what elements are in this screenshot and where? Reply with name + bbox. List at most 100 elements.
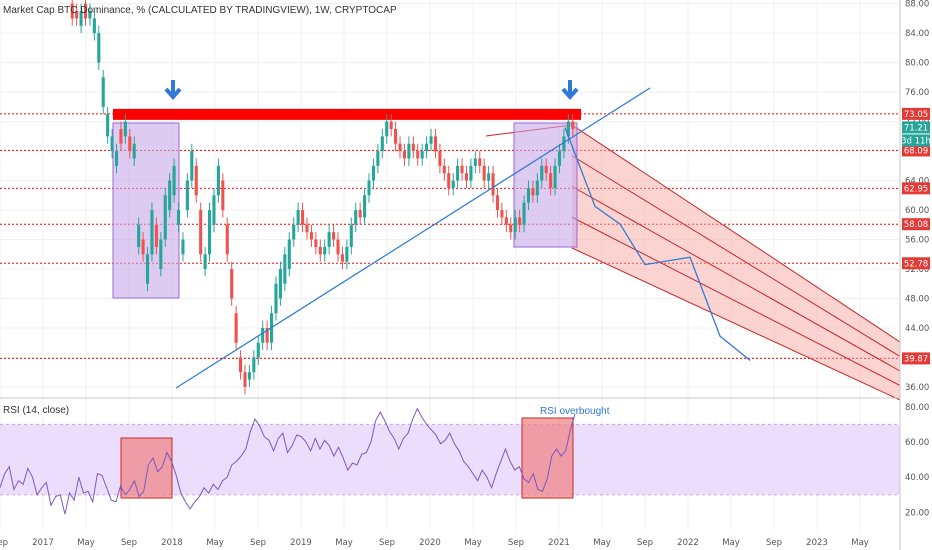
x-tick-label: Sep (766, 538, 782, 548)
x-tick-label: May (77, 538, 95, 548)
candle-body (469, 165, 473, 181)
level-badge-label: 62.95 (904, 184, 928, 194)
candle-body (513, 217, 517, 233)
candle-body (194, 165, 198, 196)
candle-body (168, 180, 172, 211)
candle-body (495, 195, 500, 211)
rsi-axis: 80.00 60.00 40.00 20.00 (905, 403, 929, 519)
candle-body (75, 11, 79, 19)
rsi-tick-label: 60.00 (905, 438, 929, 448)
candlestick-series (70, 0, 575, 395)
candle-body (216, 165, 220, 196)
candle-body (464, 173, 469, 181)
candle-body (128, 136, 132, 152)
candle-body (296, 210, 300, 225)
candle-body (526, 187, 531, 203)
candle-body (340, 254, 344, 262)
rsi-overbought-note: RSI overbought (540, 406, 610, 417)
channel-line (571, 124, 901, 343)
candle-body (314, 239, 318, 247)
candle-body (363, 195, 367, 218)
candle-body (92, 18, 96, 34)
candle-body (451, 180, 455, 188)
candle-body (473, 158, 477, 166)
level-badge (902, 352, 930, 365)
x-tick-label: 2017 (32, 538, 54, 548)
x-tick-label: 2022 (677, 538, 699, 548)
candle-body (141, 239, 145, 255)
x-tick-label: May (851, 538, 869, 548)
candle-body (367, 180, 371, 196)
trendline (175, 87, 651, 389)
candle-body (265, 327, 269, 343)
chart-title: Market Cap BTC Dominance, % (CALCULATED … (3, 5, 397, 16)
candle-body (278, 269, 282, 299)
candle-body (154, 224, 158, 247)
projection-line (564, 127, 751, 361)
candle-body (159, 239, 163, 270)
candle-body (79, 11, 83, 26)
x-tick-label: May (335, 538, 353, 548)
rsi-highlight-box (521, 417, 574, 499)
descending-channel (485, 124, 901, 401)
rsi-highlight-boxes (120, 417, 574, 499)
x-tick-label: 2018 (161, 538, 183, 548)
candle-body (416, 151, 420, 159)
y-tick-label: 88.00 (905, 0, 929, 10)
candle-body (309, 232, 313, 240)
candle-body (509, 224, 513, 233)
y-tick-label: 52.00 (905, 265, 929, 275)
x-tick-label: 2023 (806, 538, 828, 548)
y-tick-label: 44.00 (905, 324, 929, 334)
candle-body (433, 136, 438, 152)
candle-body (482, 165, 486, 181)
candle-body (110, 136, 114, 152)
candle-body (172, 165, 176, 196)
level-badge (902, 182, 930, 195)
candle-body (221, 180, 225, 211)
candle-body (132, 143, 136, 159)
candle-body (394, 128, 398, 144)
arrows (164, 80, 579, 101)
x-tick-label: Sep (379, 538, 395, 548)
y-tick-label: 64.00 (905, 177, 929, 187)
y-tick-label: 36.00 (905, 383, 929, 393)
candle-body (207, 210, 212, 255)
level-badge-label: 73.05 (904, 110, 928, 120)
candle-body (327, 232, 331, 247)
channel-line (571, 155, 901, 357)
candle-body (425, 143, 429, 152)
arrow-head (164, 87, 182, 101)
level-badge (902, 218, 930, 231)
x-tick-label: Sep (250, 538, 266, 548)
candle-body (150, 210, 154, 255)
x-tick-label: Sep (121, 538, 137, 548)
candle-body (199, 210, 203, 255)
rsi-tick-label: 40.00 (905, 473, 929, 483)
candle-body (571, 121, 575, 129)
countdown-badge (902, 134, 930, 147)
level-badge-label: 52.78 (904, 259, 928, 269)
candle-body (83, 3, 88, 19)
x-tick-label: 2019 (290, 538, 312, 548)
x-tick-label: May (722, 538, 740, 548)
candle-body (562, 136, 566, 152)
candle-body (252, 357, 256, 373)
x-tick-label: Sep (637, 538, 653, 548)
x-tick-label: May (206, 538, 224, 548)
candle-body (491, 173, 495, 196)
candle-body (203, 254, 207, 270)
candle-body (518, 217, 522, 225)
x-tick-label: May (464, 538, 482, 548)
candle-body (119, 128, 123, 144)
candle-body (181, 239, 185, 255)
y-tick-label: 48.00 (905, 295, 929, 305)
candle-body (336, 239, 340, 255)
level-badge-label: 68.09 (904, 146, 928, 156)
candle-body (114, 151, 119, 166)
x-tick-label: Sep (0, 538, 8, 548)
candle-body (292, 224, 296, 240)
candle-body (549, 173, 553, 188)
candle-body (323, 246, 327, 255)
